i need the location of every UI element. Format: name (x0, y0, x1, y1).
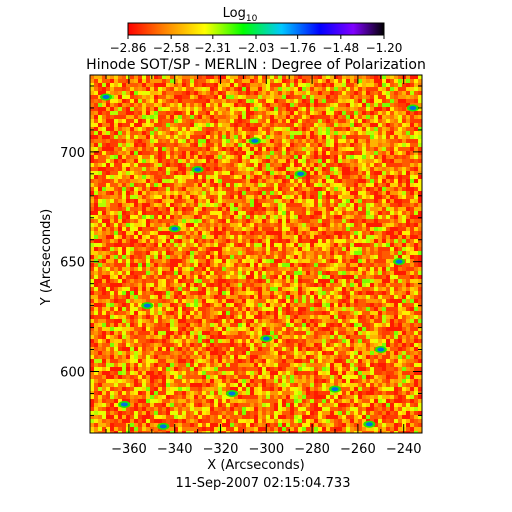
chart-title: Hinode SOT/SP - MERLIN : Degree of Polar… (86, 57, 426, 73)
heatmap-patch (365, 422, 373, 427)
y-axis-label: Y (Arcseconds) (39, 209, 54, 306)
colorbar-tick-label: −1.76 (279, 41, 316, 55)
x-tick-label: −320 (203, 442, 239, 457)
heatmap-patch (120, 402, 128, 407)
colorbar: Log10 −2.86 −2.58 −2.31 −2.03 −1.76 −1.48 −1.2… (110, 6, 403, 55)
x-tick-label: −360 (111, 442, 147, 457)
x-tick-label: −340 (157, 442, 193, 457)
colorbar-tick-label: −2.03 (238, 41, 275, 55)
colorbar-tick-label: −2.86 (110, 41, 147, 55)
colorbar-tick-label: −1.48 (322, 41, 359, 55)
heatmap-patch (143, 303, 151, 308)
colorbar-tick-label: −2.31 (194, 41, 231, 55)
heatmap-patch (297, 171, 305, 176)
heatmap-patch (262, 336, 270, 341)
heatmap-patch (395, 259, 403, 264)
heatmap-patch (251, 138, 259, 143)
heatmap-patch (228, 391, 236, 396)
heatmap-patch (159, 424, 167, 429)
y-tick-label: 650 (60, 256, 85, 271)
heatmap-patch (331, 387, 339, 392)
x-tick-label: −280 (294, 442, 330, 457)
heatmap-patch (194, 167, 202, 172)
y-tick-label: 600 (60, 366, 85, 381)
colorbar-bar (127, 22, 385, 36)
y-tick-label: 700 (60, 146, 85, 161)
axes: −360 −340 −320 −300 −280 −260 −240 600 650 700 (60, 74, 423, 457)
timestamp-footer: 11-Sep-2007 02:15:04.733 (176, 476, 351, 491)
colorbar-tick-label: −1.20 (366, 41, 403, 55)
heatmap-patch (409, 105, 417, 110)
y-axis-ticks: 600 650 700 (60, 85, 422, 416)
heatmap-image (90, 75, 422, 433)
x-axis-ticks: −360 −340 −320 −300 −280 −260 −240 (105, 75, 422, 457)
heatmap-patch (171, 226, 179, 231)
x-tick-label: −260 (340, 442, 376, 457)
colorbar-label: Log10 (223, 6, 258, 24)
heatmap-patch (377, 347, 385, 352)
x-axis-label: X (Arcseconds) (207, 458, 304, 473)
heatmap-patches (100, 93, 419, 430)
x-tick-label: −240 (386, 442, 422, 457)
colorbar-ticks: −2.86 −2.58 −2.31 −2.03 −1.76 −1.48 −1.20 (110, 35, 403, 55)
x-tick-label: −300 (248, 442, 284, 457)
colorbar-tick-label: −2.58 (153, 41, 190, 55)
plot-frame (89, 74, 423, 434)
heatmap-patch (102, 94, 110, 99)
